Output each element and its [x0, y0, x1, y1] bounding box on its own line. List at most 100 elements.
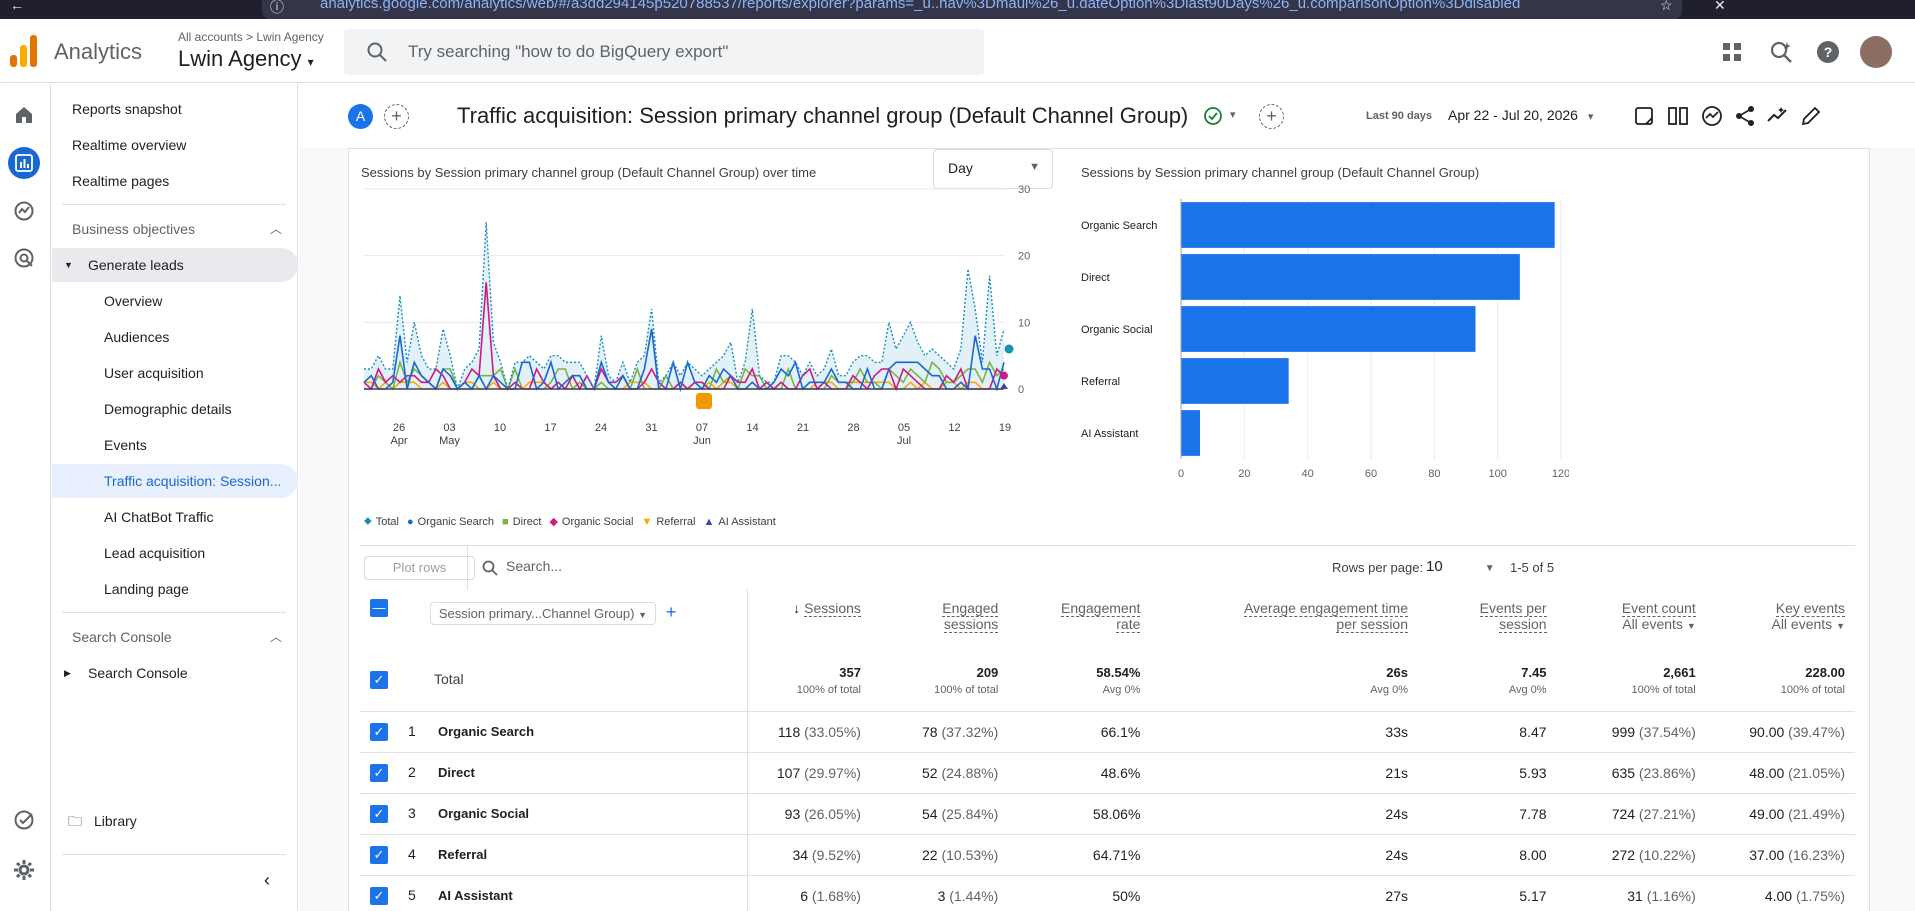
bar-direct[interactable] — [1181, 254, 1520, 300]
nav-landing-page[interactable]: Landing page — [104, 581, 189, 597]
nav-overview[interactable]: Overview — [104, 293, 163, 309]
account-breadcrumb[interactable]: All accounts > Lwin Agency — [178, 30, 324, 44]
category-label: AI Assistant — [1081, 428, 1138, 440]
col-header-events-per-session[interactable]: Events per session — [1418, 589, 1557, 649]
col-header-sessions[interactable]: ↓ Sessions — [747, 589, 871, 649]
home-icon[interactable] — [10, 101, 38, 129]
table-row[interactable]: ✓ 2 Direct 107 (29.97%) 52 (24.88%) 48.6% 21s 5… — [360, 751, 1855, 793]
anomaly-marker-icon[interactable] — [696, 393, 712, 409]
insights-icon[interactable] — [1701, 105, 1723, 127]
col-header-key-events[interactable]: Key events All events ▼ — [1706, 589, 1855, 649]
date-range-picker[interactable]: Apr 22 - Jul 20, 2026 ▾ — [1448, 107, 1593, 123]
help-icon[interactable]: ? — [1815, 39, 1841, 65]
status-check-icon[interactable] — [1204, 107, 1222, 125]
nav-realtime-overview[interactable]: Realtime overview — [72, 137, 187, 153]
total-checkbox[interactable]: ✓ — [370, 670, 388, 689]
analytics-logo-icon[interactable] — [10, 35, 38, 67]
legend-item[interactable]: ● Organic Search — [407, 515, 494, 528]
series-line-organic-social[interactable] — [363, 282, 1005, 392]
url-field-bg[interactable] — [262, 0, 1682, 19]
nav-user-acquisition[interactable]: User acquisition — [104, 365, 204, 381]
nav-generate-leads[interactable]: ▼ Generate leads — [52, 248, 298, 282]
apps-grid-icon[interactable] — [1719, 39, 1745, 65]
series-line-organic-search[interactable] — [363, 328, 1005, 393]
nav-lead-acquisition[interactable]: Lead acquisition — [104, 545, 206, 561]
explore-icon[interactable] — [10, 197, 38, 225]
bar-ai-assistant[interactable] — [1181, 410, 1200, 456]
bar-organic-social[interactable] — [1181, 306, 1476, 352]
row-checkbox[interactable]: ✓ — [370, 763, 388, 782]
user-avatar[interactable] — [1860, 36, 1892, 68]
table-row[interactable]: ✓ 3 Organic Social 93 (26.05%) 54 (25.84%) 58… — [360, 792, 1855, 834]
nav-events[interactable]: Events — [104, 437, 147, 453]
nav-audiences[interactable]: Audiences — [104, 329, 170, 345]
nav-section-business-objectives[interactable]: Business objectives ︿ — [52, 212, 298, 246]
site-info-icon[interactable]: ⓘ — [270, 0, 284, 15]
compare-icon[interactable] — [1667, 105, 1689, 127]
nav-reports-snapshot[interactable]: Reports snapshot — [72, 101, 182, 117]
rows-per-page-select[interactable]: 10 ▼ — [1426, 558, 1495, 575]
nav-ai-chatbot-traffic[interactable]: AI ChatBot Traffic — [104, 509, 214, 525]
bar-referral[interactable] — [1181, 358, 1289, 404]
event-filter-select[interactable]: All events — [1622, 616, 1683, 632]
nav-traffic-acquisition[interactable]: Traffic acquisition: Session... — [52, 464, 298, 498]
insights-check-icon[interactable] — [10, 806, 38, 834]
nav-section-search-console[interactable]: Search Console ︿ — [52, 620, 298, 654]
nav-demographic-details[interactable]: Demographic details — [104, 401, 232, 417]
search-insights-icon[interactable] — [1768, 39, 1794, 65]
col-header-engaged-sessions[interactable]: Engaged sessions — [871, 589, 1008, 649]
table-search-input[interactable]: Search... — [506, 558, 563, 574]
close-tab-icon[interactable]: ✕ — [1714, 0, 1726, 13]
table-row[interactable]: ✓ 4 Referral 34 (9.52%) 22 (10.53%) 64.71% 24s… — [360, 833, 1855, 875]
row-channel-name[interactable]: Organic Social — [438, 805, 530, 821]
col-header-event-count[interactable]: Event count All events ▼ — [1557, 589, 1706, 649]
legend-item[interactable]: ▼ Referral — [641, 515, 695, 528]
comparison-avatar[interactable]: A — [348, 104, 373, 129]
bar-chart[interactable]: 0 20 40 60 80 100 120 Organic Search Direct Organ… — [1069, 179, 1569, 499]
trend-insights-icon[interactable] — [1766, 105, 1788, 127]
col-header-avg-engagement-time[interactable]: Average engagement time per session — [1150, 589, 1418, 649]
account-selector[interactable]: Lwin Agency ▾ — [178, 46, 314, 72]
col-header-engagement-rate[interactable]: Engagement rate — [1008, 589, 1150, 649]
dimension-select[interactable]: Session primary...Channel Group) ▼ — [429, 602, 657, 625]
bookmark-icon[interactable]: ☆ — [1660, 0, 1673, 13]
customize-report-pencil-icon[interactable] — [1800, 105, 1822, 127]
plot-rows-button[interactable]: Plot rows — [364, 556, 475, 580]
select-all-checkbox[interactable]: — — [370, 599, 388, 617]
row-checkbox[interactable]: ✓ — [370, 722, 388, 741]
share-icon[interactable] — [1734, 105, 1756, 127]
advertising-icon[interactable] — [10, 244, 38, 272]
row-checkbox[interactable]: ✓ — [370, 845, 388, 864]
reports-icon[interactable] — [8, 147, 40, 179]
x-tick-label: 60 — [1365, 468, 1377, 480]
back-icon[interactable]: ← — [10, 0, 24, 13]
row-channel-name[interactable]: Organic Search — [438, 723, 535, 739]
chevron-down-icon[interactable]: ▾ — [1230, 109, 1236, 121]
row-channel-name[interactable]: Referral — [438, 846, 488, 862]
add-comparison-button[interactable]: + — [384, 104, 409, 129]
row-channel-name[interactable]: Direct — [438, 764, 475, 780]
nav-realtime-pages[interactable]: Realtime pages — [72, 173, 170, 189]
legend-item[interactable]: ⬥ Total — [364, 515, 399, 528]
url-text[interactable]: analytics.google.com/analytics/web/#/a3d… — [320, 0, 1521, 12]
add-dimension-button[interactable]: + — [665, 602, 677, 622]
row-checkbox[interactable]: ✓ — [370, 886, 388, 905]
global-search[interactable]: Try searching "how to do BigQuery export… — [344, 29, 984, 75]
table-row[interactable]: ✓ 1 Organic Search 118 (33.05%) 78 (37.32%) 6… — [360, 710, 1855, 752]
bar-organic-search[interactable] — [1181, 202, 1555, 248]
key-event-filter-select[interactable]: All events — [1771, 616, 1833, 632]
table-row[interactable]: ✓ 5 AI Assistant 6 (1.68%) 3 (1.44%) 50% 27s 5.… — [360, 874, 1855, 911]
add-filter-button[interactable]: + — [1259, 104, 1284, 129]
settings-gear-icon[interactable] — [10, 856, 38, 884]
nav-search-console[interactable]: ▶ Search Console — [52, 656, 298, 690]
collapse-nav-icon[interactable]: ‹ — [264, 870, 270, 890]
edit-comparisons-icon[interactable] — [1633, 105, 1655, 127]
row-channel-name[interactable]: AI Assistant — [438, 887, 513, 903]
legend-item[interactable]: ■ Direct — [502, 515, 541, 528]
series-line-total[interactable] — [364, 222, 1005, 392]
row-checkbox[interactable]: ✓ — [370, 804, 388, 823]
legend-item[interactable]: ▲ AI Assistant — [703, 515, 775, 528]
nav-library[interactable]: 🗀 Library — [52, 804, 298, 838]
legend-item[interactable]: ◆ Organic Social — [549, 515, 633, 529]
